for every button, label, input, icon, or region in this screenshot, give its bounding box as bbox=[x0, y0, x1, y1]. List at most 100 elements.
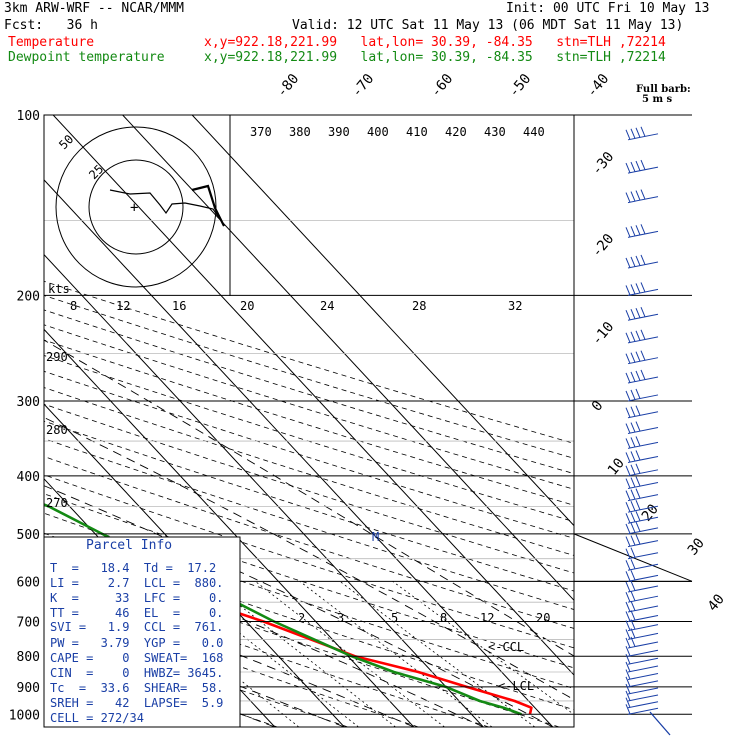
wind-barb-flag bbox=[630, 331, 636, 342]
wind-barb-flag bbox=[625, 285, 631, 296]
wind-barb bbox=[625, 499, 659, 513]
wind-barb-shaft bbox=[627, 614, 659, 622]
wind-barb bbox=[625, 521, 659, 535]
mixing-ratio-line bbox=[254, 580, 445, 727]
pressure-label: 1000 bbox=[9, 708, 40, 723]
dry-adiabat bbox=[44, 438, 574, 610]
wind-barb-flag bbox=[625, 129, 631, 140]
dry-adiabat bbox=[44, 574, 489, 727]
wind-barb-flag bbox=[625, 390, 631, 401]
wind-barb bbox=[625, 476, 659, 490]
mixing-ratio-label: 8 bbox=[440, 611, 447, 625]
hodograph-center: + bbox=[130, 200, 138, 216]
wind-barb-flag bbox=[625, 629, 631, 640]
wind-barb-shaft bbox=[627, 505, 659, 513]
wind-barb bbox=[625, 159, 659, 174]
mixing-ratio-line bbox=[392, 580, 574, 715]
wind-barb bbox=[625, 661, 659, 673]
hodograph-axis-label: kts bbox=[48, 282, 70, 296]
wind-barb-shaft bbox=[627, 261, 659, 269]
wind-barb-flag bbox=[625, 661, 631, 672]
wind-barb bbox=[625, 636, 659, 649]
isotherm bbox=[44, 403, 345, 727]
wind-barb-flag bbox=[630, 522, 636, 533]
wind-barb-flag bbox=[625, 332, 631, 343]
mixing-ratio-line bbox=[208, 580, 396, 727]
wind-barb-flag bbox=[630, 559, 636, 570]
theta-label: 410 bbox=[406, 125, 428, 139]
wind-barb-shaft bbox=[627, 133, 659, 141]
wind-barb-flag bbox=[625, 697, 631, 708]
wind-barb bbox=[625, 690, 659, 702]
isotherm bbox=[122, 115, 574, 602]
theta-label: 430 bbox=[484, 125, 506, 139]
mixing-ratio-label: 2 bbox=[298, 611, 305, 625]
wind-barb-shaft bbox=[627, 527, 659, 535]
wind-barb-flag bbox=[625, 704, 631, 715]
wind-barb bbox=[625, 619, 659, 632]
plot-frame bbox=[43, 114, 575, 728]
wind-barb-flag bbox=[625, 571, 631, 582]
valid-time: Valid: 12 UTC Sat 11 May 13 (06 MDT Sat … bbox=[292, 18, 684, 33]
wind-barb-shaft bbox=[627, 427, 659, 435]
wind-barb-flag bbox=[625, 227, 631, 238]
wind-barb bbox=[625, 254, 659, 269]
pressure-label: 600 bbox=[17, 575, 40, 590]
wind-barb-flag bbox=[625, 192, 631, 203]
wind-barb-shaft bbox=[627, 701, 659, 709]
hodograph-trace bbox=[109, 189, 225, 227]
dry-adiabat-label: 280 bbox=[46, 423, 68, 437]
wind-barb-flag bbox=[630, 352, 636, 363]
wind-barb bbox=[625, 488, 659, 502]
wind-barb bbox=[625, 350, 659, 365]
wind-barb bbox=[625, 463, 659, 477]
wind-barb-flag bbox=[625, 478, 631, 489]
mixing-ratio-label: 3 bbox=[337, 611, 344, 625]
wind-barb-flag bbox=[635, 283, 641, 294]
wind-barb-shaft bbox=[627, 673, 659, 681]
wind-barb-shaft bbox=[627, 469, 659, 477]
wind-barb-flag bbox=[630, 256, 636, 267]
isotherm-label: 10 bbox=[605, 455, 628, 478]
wind-barb bbox=[625, 669, 659, 681]
wind-barb-shaft bbox=[627, 632, 659, 640]
wind-barb bbox=[625, 189, 659, 204]
wind-barb-shaft bbox=[627, 376, 659, 384]
wind-barb-flag bbox=[625, 591, 631, 602]
wind-barb-shaft bbox=[627, 166, 659, 174]
wind-barb bbox=[625, 580, 659, 593]
wind-barb-flag bbox=[630, 284, 636, 295]
mixing-ratio-label: 12 bbox=[480, 611, 494, 625]
wind-barb-flag bbox=[630, 512, 636, 523]
wind-barb-shaft bbox=[627, 595, 659, 603]
dry-adiabat bbox=[44, 420, 574, 592]
wind-barb-shaft bbox=[627, 516, 659, 524]
wind-barb-flag bbox=[635, 255, 641, 266]
ccl-marker: <-CCL bbox=[488, 640, 524, 654]
parcel-row: CAPE = 0 SWEAT= 168 bbox=[50, 651, 224, 665]
wind-barb-shaft bbox=[627, 574, 659, 582]
wind-barb-flag bbox=[625, 257, 631, 268]
wind-barb-shaft bbox=[627, 357, 659, 365]
isotherm-label: -10 bbox=[589, 319, 618, 349]
isotherm-label: -50 bbox=[506, 71, 535, 101]
wind-barb bbox=[625, 590, 659, 603]
wind-barb-flag bbox=[625, 513, 631, 524]
moist-adiabat bbox=[44, 416, 574, 701]
wind-barb-flag bbox=[630, 371, 636, 382]
wind-barb-shaft bbox=[627, 441, 659, 449]
isotherm bbox=[44, 328, 415, 727]
barb-legend-units: 5 m s bbox=[642, 94, 673, 105]
wind-barb-flag bbox=[625, 162, 631, 173]
parcel-row: LI = 2.7 LCL = 880. bbox=[50, 576, 224, 590]
wind-barb-shaft bbox=[627, 230, 659, 238]
moist-adiabat bbox=[44, 485, 554, 727]
isotherm-label: -70 bbox=[349, 71, 378, 101]
forecast-hour: Fcst: 36 h bbox=[4, 18, 98, 33]
wind-barb-flag bbox=[640, 159, 646, 170]
wind-barb-flag bbox=[635, 160, 641, 171]
wind-barb-shaft bbox=[627, 687, 659, 695]
wind-barb-flag bbox=[635, 534, 641, 545]
isotherm bbox=[44, 179, 554, 727]
isotherm-label: -30 bbox=[589, 149, 618, 179]
